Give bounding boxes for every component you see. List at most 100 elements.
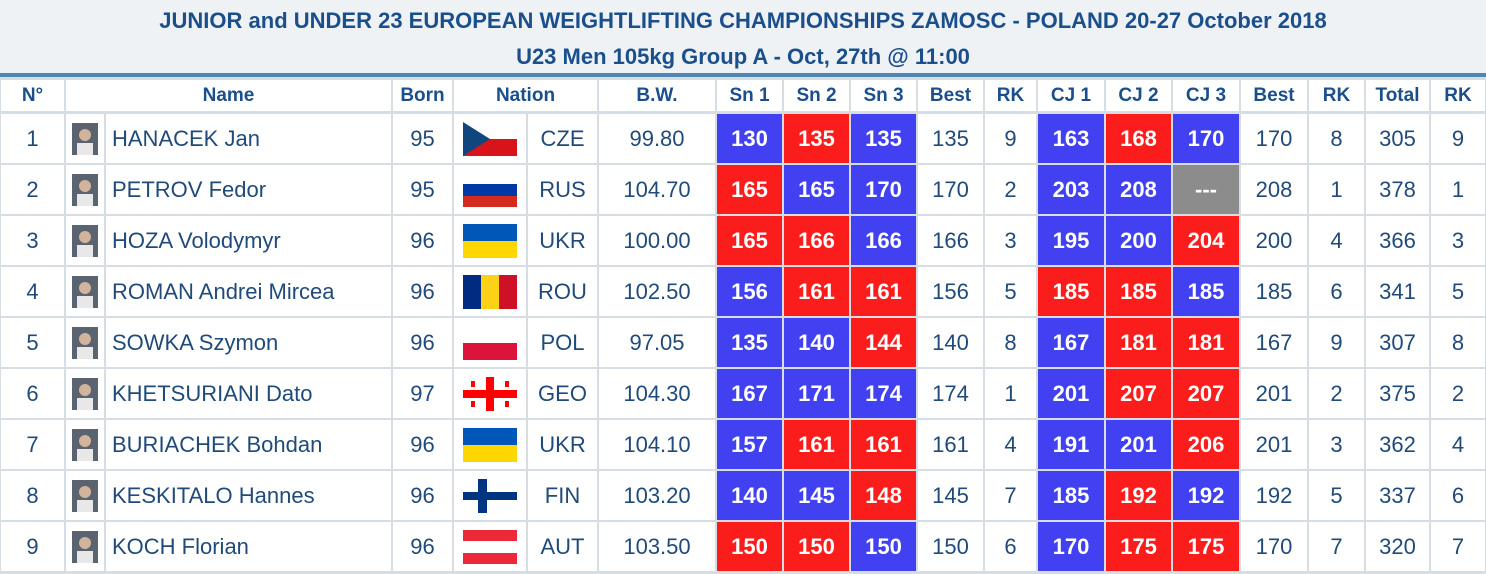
born-year: 96 — [393, 471, 452, 520]
flag-icon — [463, 478, 517, 513]
photo-icon — [72, 326, 98, 359]
snatch-best: 161 — [918, 420, 983, 469]
born-year: 95 — [393, 114, 452, 163]
nation-code: FIN — [528, 471, 597, 520]
nation-code: UKR — [528, 216, 597, 265]
total: 362 — [1366, 420, 1429, 469]
snatch-best: 140 — [918, 318, 983, 367]
rank-number: 5 — [1, 318, 64, 367]
body-weight: 102.50 — [599, 267, 715, 316]
cj-attempt: 185 — [1038, 267, 1104, 316]
body-weight: 100.00 — [599, 216, 715, 265]
cj-attempt: 175 — [1106, 522, 1171, 571]
final-rank: 2 — [1431, 369, 1485, 418]
cj-attempt: 192 — [1106, 471, 1171, 520]
snatch-best: 174 — [918, 369, 983, 418]
final-rank: 8 — [1431, 318, 1485, 367]
cj-best: 167 — [1241, 318, 1307, 367]
cj-attempt: 203 — [1038, 165, 1104, 214]
cj-attempt: 185 — [1106, 267, 1171, 316]
cj-attempt: 192 — [1173, 471, 1239, 520]
snatch-best: 170 — [918, 165, 983, 214]
photo-icon — [72, 428, 98, 461]
snatch-attempt: 161 — [851, 420, 916, 469]
column-header: Best — [1241, 80, 1307, 111]
snatch-attempt: 156 — [717, 267, 782, 316]
photo-icon — [72, 122, 98, 155]
final-rank: 4 — [1431, 420, 1485, 469]
header-rule — [0, 73, 1486, 77]
cj-best: 185 — [1241, 267, 1307, 316]
final-rank: 9 — [1431, 114, 1485, 163]
cj-best: 201 — [1241, 420, 1307, 469]
born-year: 96 — [393, 420, 452, 469]
athlete-photo — [66, 522, 104, 571]
rank-number: 8 — [1, 471, 64, 520]
final-rank: 5 — [1431, 267, 1485, 316]
cj-attempt: 201 — [1106, 420, 1171, 469]
born-year: 97 — [393, 369, 452, 418]
snatch-best: 145 — [918, 471, 983, 520]
total: 305 — [1366, 114, 1429, 163]
snatch-attempt: 161 — [784, 267, 849, 316]
athlete-name: BURIACHEK Bohdan — [106, 420, 391, 469]
cj-best: 192 — [1241, 471, 1307, 520]
cj-attempt: 208 — [1106, 165, 1171, 214]
cj-rank: 2 — [1309, 369, 1364, 418]
snatch-attempt: 167 — [717, 369, 782, 418]
flag-icon — [463, 325, 517, 360]
column-header: CJ 3 — [1173, 80, 1239, 111]
column-header: RK — [1431, 80, 1485, 111]
snatch-rank: 8 — [985, 318, 1036, 367]
athlete-name: HANACEK Jan — [106, 114, 391, 163]
cj-attempt: 168 — [1106, 114, 1171, 163]
cj-rank: 9 — [1309, 318, 1364, 367]
cj-rank: 4 — [1309, 216, 1364, 265]
cj-attempt: 175 — [1173, 522, 1239, 571]
athlete-photo — [66, 369, 104, 418]
athlete-photo — [66, 216, 104, 265]
born-year: 95 — [393, 165, 452, 214]
column-header: RK — [1309, 80, 1364, 111]
flag — [454, 318, 526, 367]
flag-icon — [463, 121, 517, 156]
body-weight: 104.10 — [599, 420, 715, 469]
born-year: 96 — [393, 522, 452, 571]
flag-icon — [463, 529, 517, 564]
snatch-rank: 5 — [985, 267, 1036, 316]
snatch-attempt: 174 — [851, 369, 916, 418]
snatch-rank: 6 — [985, 522, 1036, 571]
snatch-attempt: 135 — [784, 114, 849, 163]
cj-attempt: 204 — [1173, 216, 1239, 265]
snatch-attempt: 145 — [784, 471, 849, 520]
column-header: B.W. — [599, 80, 715, 111]
cj-attempt: 185 — [1173, 267, 1239, 316]
body-weight: 97.05 — [599, 318, 715, 367]
column-header: Nation — [454, 80, 597, 111]
column-header: Total — [1366, 80, 1429, 111]
title: JUNIOR and UNDER 23 EUROPEAN WEIGHTLIFTI… — [0, 0, 1486, 38]
final-rank: 1 — [1431, 165, 1485, 214]
snatch-attempt: 150 — [851, 522, 916, 571]
snatch-attempt: 161 — [851, 267, 916, 316]
column-header: CJ 1 — [1038, 80, 1104, 111]
body-weight: 103.20 — [599, 471, 715, 520]
snatch-rank: 2 — [985, 165, 1036, 214]
born-year: 96 — [393, 216, 452, 265]
photo-icon — [72, 224, 98, 257]
body-weight: 99.80 — [599, 114, 715, 163]
body-weight: 104.30 — [599, 369, 715, 418]
cj-attempt: 170 — [1173, 114, 1239, 163]
snatch-best: 150 — [918, 522, 983, 571]
rank-number: 3 — [1, 216, 64, 265]
rank-number: 4 — [1, 267, 64, 316]
final-rank: 3 — [1431, 216, 1485, 265]
subtitle: U23 Men 105kg Group A - Oct, 27th @ 11:0… — [0, 38, 1486, 73]
flag — [454, 522, 526, 571]
flag-icon — [463, 172, 517, 207]
total: 341 — [1366, 267, 1429, 316]
photo-icon — [72, 530, 98, 563]
athlete-photo — [66, 114, 104, 163]
snatch-attempt: 135 — [851, 114, 916, 163]
